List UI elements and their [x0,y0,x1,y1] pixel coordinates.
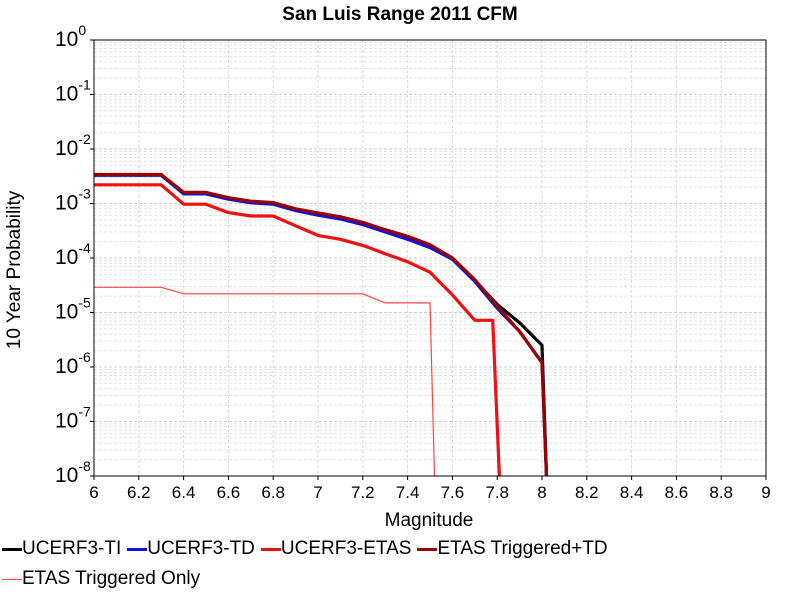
y-tick-label: 10-1 [55,77,91,106]
x-tick-label: 8.8 [709,483,733,502]
y-axis-label: 10 Year Probability [4,190,25,349]
legend-swatch [2,578,22,580]
legend-swatch [2,547,22,551]
legend-label: ETAS Triggered Only [22,568,201,589]
x-tick-label: 8 [537,483,546,502]
chart-title: San Luis Range 2011 CFM [282,4,517,25]
legend-item: ETAS Triggered+TD [417,536,608,562]
legend-swatch [417,547,438,551]
x-tick-label: 7.2 [351,483,375,502]
legend-item: UCERF3-TI [2,536,121,562]
x-tick-label: 8.2 [575,483,599,502]
grid [93,40,767,477]
legend-item: UCERF3-ETAS [260,536,412,562]
legend-label: UCERF3-TI [22,538,122,559]
series-line-etas-triggered-only [94,286,436,477]
y-tick-label: 10-2 [55,131,91,160]
x-tick-label: 7.6 [441,483,465,502]
y-tick-label: 100 [55,22,86,51]
legend: UCERF3-TI UCERF3-TD UCERF3-ETAS ETAS Trigge… [2,536,798,592]
x-tick-label: 8.4 [620,483,644,502]
y-tick-label: 10-6 [55,349,91,378]
series-lines [94,172,549,477]
x-tick-label: 6.8 [261,483,285,502]
legend-label: ETAS Triggered+TD [437,538,608,559]
y-tick-label: 10-4 [55,240,91,269]
x-tick-label: 8.6 [665,483,689,502]
legend-swatch [127,547,148,551]
legend-label: UCERF3-ETAS [280,538,412,559]
y-tick-label: 10-3 [55,186,91,215]
series-line-ucerf3-etas [94,183,501,477]
legend-label: UCERF3-TD [147,538,255,559]
x-tick-label: 7 [313,483,322,502]
x-tick-label: 9 [761,483,770,502]
y-tick-label: 10-7 [55,404,91,433]
x-tick-label: 7.4 [396,483,420,502]
x-tick-label: 6.2 [127,483,151,502]
x-tick-label: 7.8 [485,483,509,502]
y-tick-label: 10-5 [55,295,91,324]
legend-item: UCERF3-TD [127,536,255,562]
legend-item: ETAS Triggered Only [2,566,200,592]
x-axis-ticks: 6 6.2 6.4 6.6 6.8 7 7.2 7.4 7.6 7.8 8 8.2 8.4 8.6 8.8 9 [89,476,771,502]
x-tick-label: 6.4 [172,483,196,502]
x-tick-label: 6.6 [217,483,241,502]
y-tick-label: 10-8 [55,458,91,487]
series-line-etas-triggered-td [94,172,549,477]
x-axis-label: Magnitude [385,510,474,531]
x-tick-label: 6 [89,483,98,502]
y-axis-ticks: 10-8 10-7 10-6 10-5 10-4 10-3 10-2 10-1 100 [55,22,94,487]
legend-swatch [260,547,281,551]
